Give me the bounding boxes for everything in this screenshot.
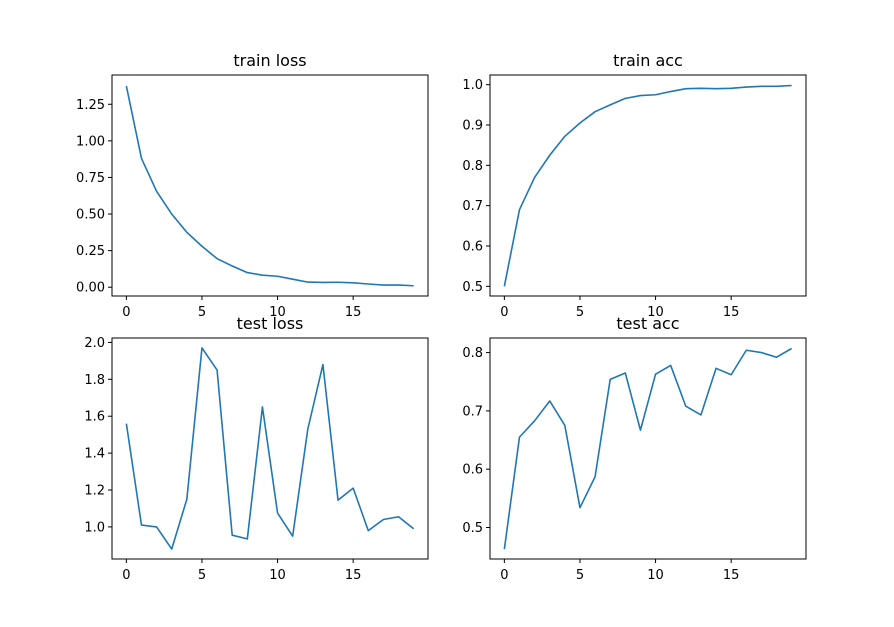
x-tick-label-test-acc: 15 (723, 568, 740, 583)
x-tick-label-test-loss: 0 (122, 568, 130, 583)
subplot-test-acc: test acc 0 5 10 15 0.5 0.6 0.7 0.8 (462, 314, 807, 583)
y-tick-label-train-acc: 0.8 (462, 159, 483, 174)
x-tick-label-train-loss: 10 (269, 305, 286, 320)
x-tick-label-train-loss: 0 (122, 305, 130, 320)
y-tick-label-train-acc: 0.5 (462, 280, 483, 295)
y-tick-label-test-acc: 0.7 (462, 404, 483, 419)
y-tick-label-test-acc: 0.8 (462, 346, 483, 361)
axes-frame-train-loss (111, 74, 429, 297)
x-tick-label-test-acc: 0 (500, 568, 508, 583)
y-tick-label-train-loss: 0.50 (76, 208, 105, 223)
subplot-train-acc: train acc 0 5 10 15 0.5 0.6 0.7 0.8 0.9 1.0 (462, 51, 807, 320)
y-tick-label-train-acc: 0.9 (462, 119, 483, 134)
subplot-train-loss: train loss 0 5 10 15 0.00 0.25 0.50 0.75 1.00 1.25 (76, 51, 429, 320)
y-tick-label-train-acc: 0.7 (462, 199, 483, 214)
y-tick-label-train-acc: 0.6 (462, 239, 483, 254)
x-tick-label-test-acc: 5 (576, 568, 584, 583)
y-tick-label-train-acc: 1.0 (462, 78, 483, 93)
axes-frame-train-acc (489, 74, 807, 297)
y-tick-label-test-acc: 0.5 (462, 521, 483, 536)
y-tick-label-test-loss: 1.8 (84, 373, 105, 388)
x-tick-label-train-acc: 5 (576, 305, 584, 320)
y-tick-label-test-loss: 1.0 (84, 520, 105, 535)
y-tick-label-test-loss: 2.0 (84, 336, 105, 351)
series-line-train-loss (125, 85, 414, 287)
subplot-title-test-acc: test acc (616, 314, 679, 333)
subplot-title-train-acc: train acc (613, 51, 683, 70)
y-tick-label-test-loss: 1.6 (84, 410, 105, 425)
series-line-train-acc (503, 84, 792, 287)
x-tick-label-test-loss: 15 (345, 568, 362, 583)
series-line-test-loss (125, 347, 415, 550)
y-tick-label-train-loss: 1.00 (76, 134, 105, 149)
x-tick-label-train-acc: 0 (500, 305, 508, 320)
y-tick-label-train-loss: 0.00 (76, 281, 105, 296)
y-tick-label-train-loss: 0.25 (76, 244, 105, 259)
axes-frame-test-acc (489, 337, 807, 560)
y-tick-label-train-loss: 1.25 (76, 98, 105, 113)
y-tick-label-test-loss: 1.4 (84, 447, 105, 462)
subplot-title-test-loss: test loss (237, 314, 304, 333)
subplot-test-loss: test loss 0 5 10 15 1.0 1.2 1.4 1.6 1.8 2.0 (84, 314, 429, 583)
x-tick-label-train-loss: 5 (198, 305, 206, 320)
x-tick-label-test-acc: 10 (647, 568, 664, 583)
x-tick-label-test-loss: 10 (269, 568, 286, 583)
subplot-title-train-loss: train loss (233, 51, 306, 70)
x-tick-label-train-acc: 10 (647, 305, 664, 320)
axes-frame-test-loss (111, 337, 429, 560)
x-tick-label-train-acc: 15 (723, 305, 740, 320)
y-tick-label-test-acc: 0.6 (462, 463, 483, 478)
x-tick-label-train-loss: 15 (345, 305, 362, 320)
series-line-test-acc (503, 347, 793, 550)
y-tick-label-train-loss: 0.75 (76, 171, 105, 186)
y-tick-label-test-loss: 1.2 (84, 484, 105, 499)
x-tick-label-test-loss: 5 (198, 568, 206, 583)
